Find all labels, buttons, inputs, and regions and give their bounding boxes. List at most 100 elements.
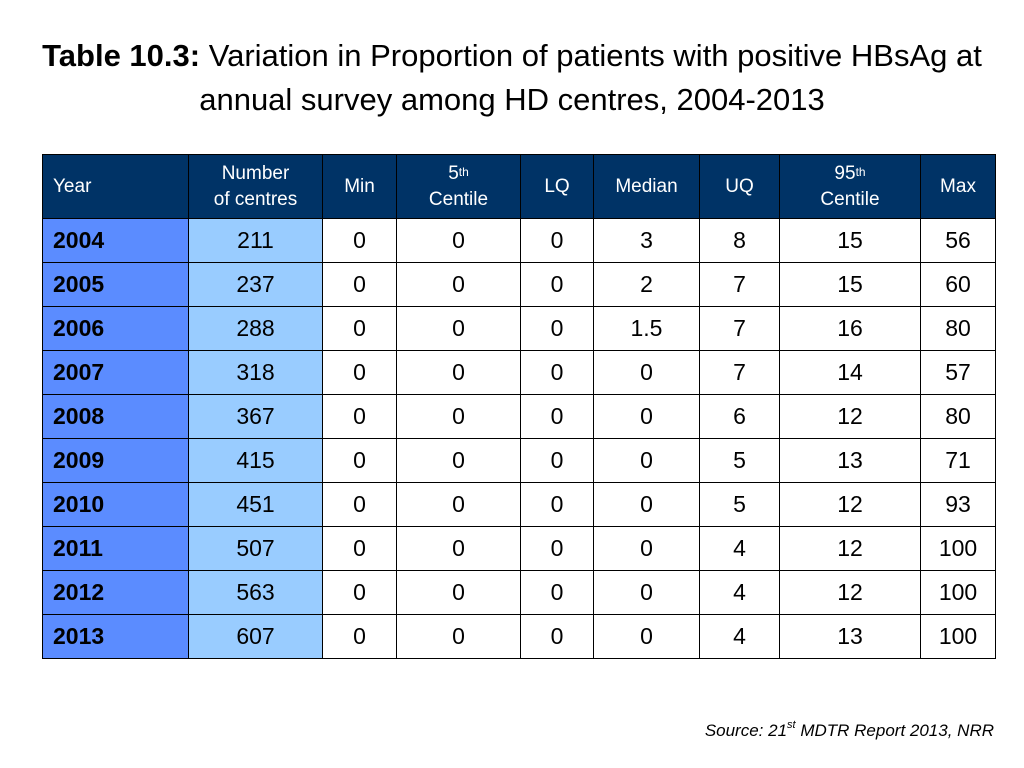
cell-5th-centile: 0 — [396, 218, 521, 263]
cell-median: 0 — [593, 570, 700, 615]
cell-median: 2 — [593, 262, 700, 307]
cell-uq: 5 — [699, 438, 780, 483]
table-row: 2009 415 0 0 0 0 5 13 71 — [42, 438, 996, 483]
cell-max: 100 — [920, 614, 996, 659]
cell-uq: 6 — [699, 394, 780, 439]
cell-year: 2013 — [42, 614, 189, 659]
cell-centres: 318 — [188, 350, 323, 395]
cell-median: 0 — [593, 526, 700, 571]
cell-uq: 8 — [699, 218, 780, 263]
source-sup: st — [787, 719, 796, 731]
cell-lq: 0 — [520, 570, 594, 615]
header-lq: LQ — [520, 154, 594, 219]
cell-min: 0 — [322, 350, 397, 395]
table-row: 2007 318 0 0 0 0 7 14 57 — [42, 350, 996, 395]
cell-5th-centile: 0 — [396, 438, 521, 483]
cell-centres: 367 — [188, 394, 323, 439]
cell-lq: 0 — [520, 526, 594, 571]
cell-5th-centile: 0 — [396, 350, 521, 395]
title-label: Table 10.3: — [42, 38, 201, 73]
cell-median: 0 — [593, 394, 700, 439]
source-prefix: Source: 21 — [704, 721, 788, 740]
title-text: Variation in Proportion of patients with… — [199, 38, 982, 117]
cell-year: 2008 — [42, 394, 189, 439]
header-median: Median — [593, 154, 700, 219]
cell-median: 1.5 — [593, 306, 700, 351]
cell-uq: 4 — [699, 570, 780, 615]
cell-max: 57 — [920, 350, 996, 395]
cell-min: 0 — [322, 438, 397, 483]
cell-median: 0 — [593, 438, 700, 483]
cell-centres: 451 — [188, 482, 323, 527]
cell-centres: 415 — [188, 438, 323, 483]
cell-year: 2012 — [42, 570, 189, 615]
cell-95th-centile: 15 — [779, 218, 921, 263]
cell-year: 2005 — [42, 262, 189, 307]
header-uq: UQ — [699, 154, 780, 219]
cell-95th-centile: 15 — [779, 262, 921, 307]
cell-lq: 0 — [520, 218, 594, 263]
cell-uq: 7 — [699, 262, 780, 307]
cell-lq: 0 — [520, 438, 594, 483]
cell-max: 60 — [920, 262, 996, 307]
cell-centres: 563 — [188, 570, 323, 615]
cell-5th-centile: 0 — [396, 394, 521, 439]
cell-year: 2011 — [42, 526, 189, 571]
header-min: Min — [322, 154, 397, 219]
slide-title: Table 10.3: Variation in Proportion of p… — [40, 34, 984, 122]
cell-95th-centile: 12 — [779, 394, 921, 439]
cell-max: 56 — [920, 218, 996, 263]
cell-95th-centile: 12 — [779, 570, 921, 615]
cell-min: 0 — [322, 482, 397, 527]
cell-lq: 0 — [520, 262, 594, 307]
hbsag-table: Year Number of centres Min 5th Centile L… — [42, 154, 996, 659]
cell-max: 93 — [920, 482, 996, 527]
header-95th-sup: th — [855, 164, 866, 179]
header-5th-sup: th — [458, 164, 469, 179]
cell-uq: 4 — [699, 526, 780, 571]
source-note: Source: 21st MDTR Report 2013, NRR — [704, 719, 994, 741]
cell-min: 0 — [322, 306, 397, 351]
cell-median: 3 — [593, 218, 700, 263]
cell-centres: 237 — [188, 262, 323, 307]
table-row: 2013 607 0 0 0 0 4 13 100 — [42, 614, 996, 659]
cell-centres: 507 — [188, 526, 323, 571]
cell-95th-centile: 14 — [779, 350, 921, 395]
table-row: 2005 237 0 0 0 2 7 15 60 — [42, 262, 996, 307]
cell-median: 0 — [593, 482, 700, 527]
header-5th-num: 5 — [448, 162, 459, 184]
cell-max: 80 — [920, 306, 996, 351]
cell-lq: 0 — [520, 394, 594, 439]
cell-min: 0 — [322, 614, 397, 659]
cell-median: 0 — [593, 614, 700, 659]
header-max: Max — [920, 154, 996, 219]
cell-median: 0 — [593, 350, 700, 395]
cell-centres: 211 — [188, 218, 323, 263]
table-row: 2004 211 0 0 0 3 8 15 56 — [42, 218, 996, 263]
cell-lq: 0 — [520, 306, 594, 351]
header-centres-line1: Number — [221, 162, 290, 184]
table-row: 2006 288 0 0 0 1.5 7 16 80 — [42, 306, 996, 351]
cell-year: 2007 — [42, 350, 189, 395]
table-body: 2004 211 0 0 0 3 8 15 56 2005 237 0 0 0 2 7 15 60 2006 288 0… — [42, 218, 996, 659]
cell-year: 2004 — [42, 218, 189, 263]
cell-max: 80 — [920, 394, 996, 439]
cell-uq: 4 — [699, 614, 780, 659]
cell-year: 2006 — [42, 306, 189, 351]
cell-min: 0 — [322, 570, 397, 615]
cell-lq: 0 — [520, 350, 594, 395]
cell-max: 100 — [920, 570, 996, 615]
source-suffix: MDTR Report 2013, NRR — [795, 721, 994, 740]
cell-95th-centile: 12 — [779, 482, 921, 527]
header-5th-centile: 5th Centile — [396, 154, 521, 219]
cell-year: 2010 — [42, 482, 189, 527]
header-95th-centile: 95th Centile — [779, 154, 921, 219]
table-row: 2010 451 0 0 0 0 5 12 93 — [42, 482, 996, 527]
cell-uq: 7 — [699, 306, 780, 351]
cell-max: 100 — [920, 526, 996, 571]
header-95th-word: Centile — [820, 188, 880, 210]
cell-95th-centile: 16 — [779, 306, 921, 351]
cell-lq: 0 — [520, 482, 594, 527]
cell-min: 0 — [322, 526, 397, 571]
